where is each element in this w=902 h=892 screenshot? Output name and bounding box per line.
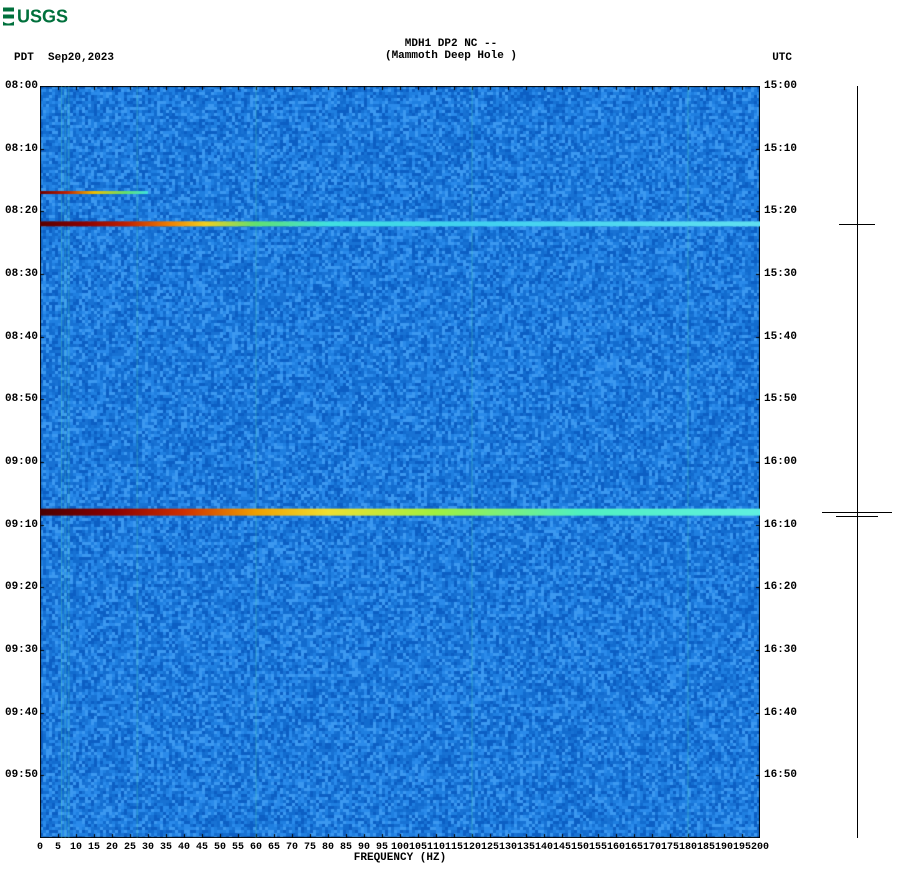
y-right-tick-label: 16:10 <box>764 519 797 531</box>
x-axis-label: FREQUENCY (HZ) <box>40 852 760 864</box>
chart-title-line1: MDH1 DP2 NC -- <box>0 38 902 50</box>
usgs-text: USGS <box>17 7 68 27</box>
amplitude-axis-line <box>857 86 858 838</box>
amplitude-event-marker <box>822 512 892 513</box>
spectrogram-canvas <box>40 86 760 838</box>
y-left-tick-label: 09:10 <box>5 519 38 531</box>
y-left-tick-label: 08:10 <box>5 143 38 155</box>
amplitude-event-marker <box>836 516 878 517</box>
y-left-tick-label: 08:20 <box>5 205 38 217</box>
usgs-logo: USGS <box>3 3 93 29</box>
y-left-tick-label: 09:20 <box>5 581 38 593</box>
y-axis-left: 08:0008:1008:2008:3008:4008:5009:0009:10… <box>0 86 40 838</box>
y-right-tick-label: 15:50 <box>764 393 797 405</box>
y-left-tick-label: 09:40 <box>5 707 38 719</box>
y-left-tick-label: 09:50 <box>5 769 38 781</box>
y-right-tick-label: 15:00 <box>764 80 797 92</box>
y-right-tick-label: 15:30 <box>764 268 797 280</box>
y-right-tick-label: 16:40 <box>764 707 797 719</box>
y-left-tick-label: 08:50 <box>5 393 38 405</box>
y-right-tick-label: 16:00 <box>764 456 797 468</box>
amplitude-strip <box>822 86 892 838</box>
y-left-tick-label: 09:00 <box>5 456 38 468</box>
y-left-tick-label: 08:30 <box>5 268 38 280</box>
chart-title-line2: (Mammoth Deep Hole ) <box>0 50 902 62</box>
date-label: Sep20,2023 <box>48 52 114 64</box>
y-right-tick-label: 15:40 <box>764 331 797 343</box>
y-axis-right: 15:0015:1015:2015:3015:4015:5016:0016:10… <box>760 86 808 838</box>
y-left-tick-label: 08:00 <box>5 80 38 92</box>
amplitude-event-marker <box>839 224 875 225</box>
y-right-tick-label: 15:20 <box>764 205 797 217</box>
y-right-tick-label: 16:20 <box>764 581 797 593</box>
y-left-tick-label: 08:40 <box>5 331 38 343</box>
y-right-tick-label: 16:30 <box>764 644 797 656</box>
y-right-tick-label: 16:50 <box>764 769 797 781</box>
left-timezone-label: PDT <box>14 52 34 64</box>
right-timezone-label: UTC <box>772 52 792 64</box>
y-right-tick-label: 15:10 <box>764 143 797 155</box>
spectrogram-plot <box>40 86 760 838</box>
y-left-tick-label: 09:30 <box>5 644 38 656</box>
